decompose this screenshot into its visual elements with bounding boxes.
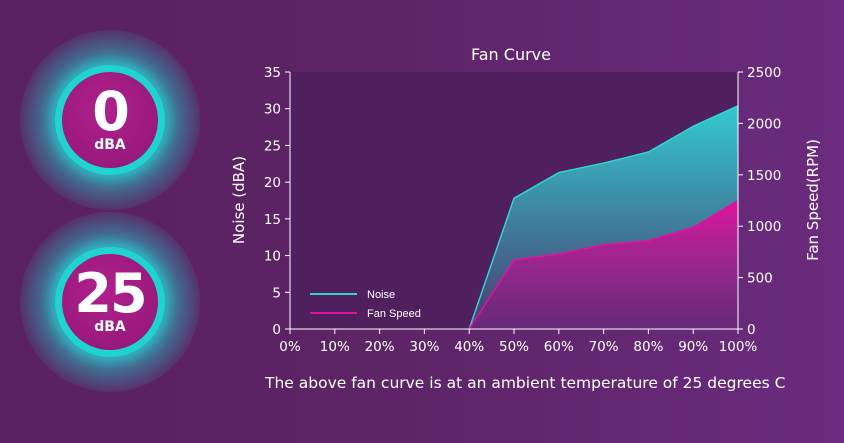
x-tick-label: 90% <box>678 339 708 355</box>
y-left-tick-label: 15 <box>264 212 281 228</box>
noise-badge-0dba: 0 dBA <box>20 30 200 210</box>
x-tick-label: 40% <box>454 339 484 355</box>
badge-core: 25 dBA <box>62 254 158 350</box>
x-tick-label: 60% <box>544 339 574 355</box>
y-left-tick-label: 5 <box>272 285 281 301</box>
legend-label-noise: Noise <box>367 289 395 301</box>
badge-core: 0 dBA <box>62 72 158 168</box>
noise-line <box>468 105 739 330</box>
y-right-tick-label: 2000 <box>747 116 781 132</box>
y-left-tick-label: 30 <box>264 102 281 118</box>
x-tick-label: 50% <box>499 339 529 355</box>
chart-title: Fan Curve <box>471 45 551 64</box>
y-axis-right-label: Fan Speed(RPM) <box>804 139 822 261</box>
x-tick-label: 20% <box>365 339 395 355</box>
x-tick-label: 30% <box>409 339 439 355</box>
y-right-tick-label: 2500 <box>747 65 781 81</box>
y-left-tick-label: 10 <box>264 249 281 265</box>
y-right-tick-label: 1000 <box>747 219 781 235</box>
y-axis-left-label: Noise (dBA) <box>230 156 248 244</box>
y-right-tick-label: 500 <box>747 271 773 287</box>
badge-unit: dBA <box>94 319 126 335</box>
ambient-caption: The above fan curve is at an ambient tem… <box>265 374 786 392</box>
fan-speed-area <box>469 200 738 329</box>
y-right-tick-label: 0 <box>747 322 756 338</box>
y-left-tick-label: 0 <box>272 322 281 338</box>
noise-badge-25dba: 25 dBA <box>20 212 200 392</box>
x-tick-label: 10% <box>320 339 350 355</box>
x-tick-label: 100% <box>719 339 758 355</box>
badge-unit: dBA <box>94 137 126 153</box>
legend-label-fan-speed: Fan Speed <box>367 308 421 320</box>
badge-value: 25 <box>74 262 147 325</box>
x-tick-label: 70% <box>589 339 619 355</box>
fan-speed-line <box>468 199 739 330</box>
y-left-tick-label: 25 <box>264 138 281 154</box>
y-left-tick-label: 35 <box>264 65 281 81</box>
y-left-tick-label: 20 <box>264 175 281 191</box>
y-right-tick-label: 1500 <box>747 168 781 184</box>
legend: Noise Fan Speed <box>310 289 421 320</box>
x-tick-label: 0% <box>279 339 301 355</box>
x-tick-label: 80% <box>633 339 663 355</box>
badge-value: 0 <box>92 80 130 143</box>
